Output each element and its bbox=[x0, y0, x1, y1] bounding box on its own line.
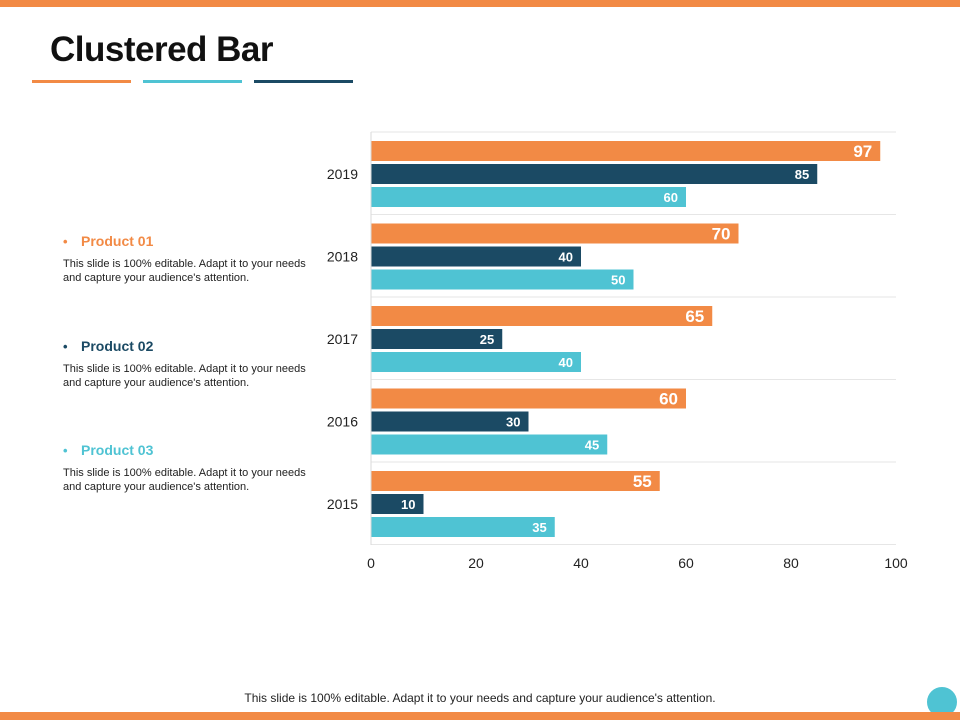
bar bbox=[372, 389, 687, 409]
data-label: 25 bbox=[480, 332, 494, 347]
footer-note: This slide is 100% editable. Adapt it to… bbox=[0, 691, 960, 705]
data-label: 60 bbox=[659, 390, 678, 409]
category-label: 2016 bbox=[327, 414, 358, 430]
bar bbox=[372, 187, 687, 207]
x-tick-label: 0 bbox=[367, 555, 375, 571]
clustered-bar-chart: 0 20 40 60 80 100 2019 97 85 60 2018 70 40 50 2017 65 25… bbox=[0, 0, 960, 720]
bar bbox=[372, 306, 713, 326]
category-label: 2019 bbox=[327, 166, 358, 182]
data-label: 30 bbox=[506, 415, 520, 430]
bar bbox=[372, 471, 660, 491]
data-label: 35 bbox=[532, 520, 546, 535]
data-label: 97 bbox=[853, 142, 872, 161]
x-tick-label: 100 bbox=[884, 555, 908, 571]
bar bbox=[372, 164, 818, 184]
bar bbox=[372, 435, 608, 455]
category-label: 2015 bbox=[327, 496, 358, 512]
category-label: 2018 bbox=[327, 249, 358, 265]
bar bbox=[372, 517, 555, 537]
category-label: 2017 bbox=[327, 331, 358, 347]
data-label: 55 bbox=[633, 472, 652, 491]
data-label: 40 bbox=[559, 355, 573, 370]
data-label: 70 bbox=[712, 225, 731, 244]
x-tick-label: 60 bbox=[678, 555, 694, 571]
data-label: 65 bbox=[685, 307, 704, 326]
data-label: 40 bbox=[559, 250, 573, 265]
bar bbox=[372, 224, 739, 244]
bar bbox=[372, 352, 582, 372]
x-tick-label: 20 bbox=[468, 555, 484, 571]
bottom-accent-bar bbox=[0, 712, 960, 720]
x-tick-label: 80 bbox=[783, 555, 799, 571]
data-label: 85 bbox=[795, 167, 809, 182]
data-label: 45 bbox=[585, 438, 599, 453]
data-label: 50 bbox=[611, 273, 625, 288]
x-tick-label: 40 bbox=[573, 555, 589, 571]
data-label: 10 bbox=[401, 497, 415, 512]
bar bbox=[372, 412, 529, 432]
data-label: 60 bbox=[664, 190, 678, 205]
bar bbox=[372, 270, 634, 290]
bar bbox=[372, 247, 582, 267]
bar bbox=[372, 141, 881, 161]
bar bbox=[372, 494, 424, 514]
